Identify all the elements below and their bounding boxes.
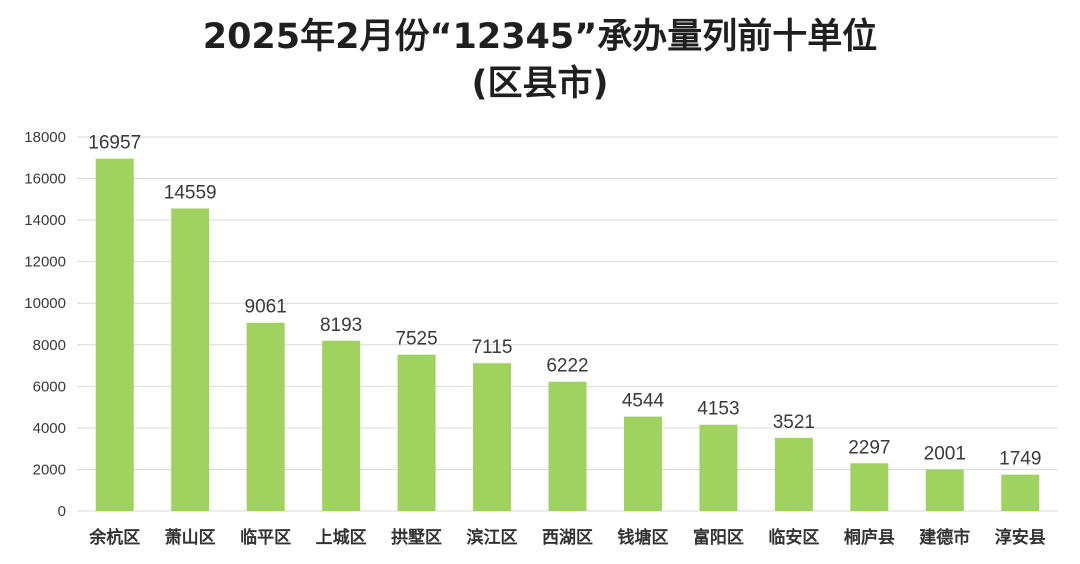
bar-8 (623, 416, 662, 511)
bar-1 (95, 158, 134, 512)
data-label: 16957 (88, 133, 141, 154)
bar-10 (774, 437, 813, 511)
x-category-label: 余杭区 (88, 527, 140, 548)
chart-title-line-2: (区县市) (471, 64, 609, 104)
y-tick-label: 0 (58, 503, 66, 520)
data-label: 14559 (164, 182, 217, 203)
data-label: 7525 (395, 329, 437, 350)
data-label: 9061 (245, 297, 287, 318)
data-label: 1749 (999, 449, 1041, 470)
bar-5 (397, 354, 436, 511)
data-label: 2297 (848, 437, 890, 458)
bar-7 (548, 381, 587, 511)
chart-title: 2025年2月份“12345”承办量列前十单位 (区县市) (0, 14, 1080, 108)
bars (95, 158, 1040, 512)
y-tick-label: 10000 (24, 295, 66, 312)
data-label: 4544 (622, 391, 665, 412)
x-category-label: 建德市 (919, 527, 970, 548)
y-tick-label: 2000 (33, 461, 66, 478)
bar-13 (1001, 474, 1040, 511)
x-category-label: 桐庐县 (844, 527, 895, 548)
data-label: 7115 (472, 337, 513, 358)
y-tick-label: 18000 (24, 129, 66, 146)
y-tick-label: 6000 (33, 378, 66, 395)
bar-6 (473, 363, 512, 511)
y-tick-label: 14000 (24, 212, 66, 229)
data-labels: 16957 14559 9061 8193 7525 7115 6222 4544 4153 35… (88, 133, 1041, 470)
y-tick-label: 16000 (24, 171, 66, 188)
chart-title-line-1: 2025年2月份“12345”承办量列前十单位 (202, 17, 878, 57)
y-tick-label: 8000 (33, 337, 66, 354)
x-category-label: 滨江区 (467, 527, 518, 548)
y-axis-ticks: 0 2000 4000 6000 8000 10000 12000 14000 16000 180… (24, 129, 66, 520)
x-category-label: 拱墅区 (391, 527, 442, 548)
x-category-label: 临安区 (768, 527, 819, 548)
x-category-label: 萧山区 (165, 528, 216, 548)
data-label: 8193 (320, 315, 362, 336)
x-category-label: 临平区 (240, 527, 291, 548)
x-category-label: 西湖区 (542, 528, 593, 548)
bar-11 (850, 463, 889, 511)
y-tick-label: 4000 (33, 420, 66, 437)
x-category-label: 淳安县 (995, 527, 1046, 548)
data-label: 6222 (546, 356, 588, 377)
bar-12 (925, 469, 964, 511)
bar-4 (322, 340, 361, 511)
x-category-label: 钱塘区 (617, 527, 668, 548)
bar-9 (699, 424, 738, 511)
data-label: 2001 (924, 443, 966, 464)
bar-2 (171, 208, 210, 511)
data-label: 4153 (697, 399, 739, 420)
x-axis-categories: 余杭区 萧山区 临平区 上城区 拱墅区 滨江区 西湖区 钱塘区 富阳区 临安区 桐庐县 建德市 淳安县 (88, 527, 1046, 548)
x-category-label: 上城区 (316, 528, 367, 548)
data-label: 3521 (773, 412, 815, 433)
y-tick-label: 12000 (24, 254, 66, 271)
bar-3 (246, 322, 285, 511)
x-category-label: 富阳区 (693, 527, 744, 548)
